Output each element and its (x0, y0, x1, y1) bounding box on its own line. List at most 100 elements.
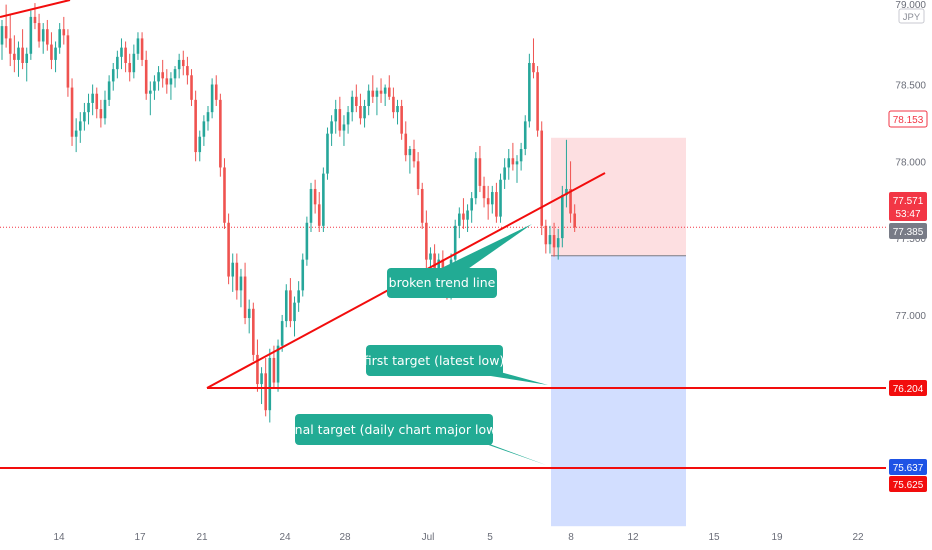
candle (503, 158, 506, 189)
candle (412, 139, 416, 168)
time-tick-label: 8 (568, 532, 574, 543)
candle (219, 93, 222, 177)
candle (552, 222, 556, 257)
candle (198, 130, 202, 162)
candle (252, 302, 255, 362)
candle (99, 99, 103, 128)
candle (375, 87, 379, 116)
candle (8, 13, 12, 67)
candle (169, 72, 173, 100)
candle (453, 219, 457, 266)
candle (111, 62, 115, 91)
candle (519, 142, 523, 171)
price-tag-first-target: 76.204 (889, 380, 927, 396)
candle (186, 56, 189, 85)
time-tick-label: Jul (422, 532, 435, 543)
candle (532, 38, 535, 79)
candle (247, 299, 251, 334)
candle (515, 155, 519, 183)
time-axis[interactable]: 14 17 21 24 28 Jul 5 8 12 15 19 22 (53, 532, 864, 543)
time-tick-label: 5 (487, 532, 493, 543)
price-tick-label: 78.500 (895, 80, 926, 91)
candle (181, 50, 185, 76)
note-final-target[interactable]: final target (daily chart major low) (287, 414, 546, 465)
candle (330, 115, 333, 146)
price-tick-label: 78.000 (895, 157, 926, 168)
candle (0, 19, 4, 60)
candle (313, 179, 317, 214)
candle (33, 3, 37, 30)
candle (482, 176, 486, 208)
candle (297, 281, 300, 312)
candle (95, 87, 99, 119)
candle (140, 32, 144, 67)
candle (289, 278, 292, 328)
price-tag-final-target-blue-text: 75.637 (893, 463, 924, 474)
candle (17, 41, 20, 77)
time-tick-label: 21 (196, 532, 208, 543)
price-tag-final-target-blue: 75.637 (889, 459, 927, 475)
candle (66, 29, 70, 97)
candle (334, 99, 338, 134)
candle (511, 142, 515, 171)
candle (486, 185, 490, 220)
candle (478, 145, 482, 193)
currency-label: JPY (903, 12, 921, 23)
candle (371, 75, 375, 103)
candle (466, 204, 469, 232)
candle (490, 185, 494, 214)
time-tick-label: 12 (627, 532, 639, 543)
candle (544, 219, 548, 254)
candle (132, 44, 136, 79)
candle (462, 198, 465, 229)
candle (355, 84, 358, 113)
price-tag-final-target-red-text: 75.625 (893, 480, 924, 491)
note-broken-trend-line[interactable]: broken trend line (387, 224, 532, 298)
candle (120, 38, 123, 70)
candle (367, 84, 370, 116)
candle (231, 253, 235, 292)
note-first-target[interactable]: first target (latest low) (364, 345, 548, 385)
candle (74, 118, 78, 153)
candle (458, 207, 461, 239)
price-axis[interactable]: 79.000 JPY 78.50078.00077.50077.00076.50… (888, 0, 928, 492)
candle (383, 84, 387, 107)
candle (293, 296, 296, 337)
candlestick-series (0, 3, 576, 423)
candle (157, 66, 160, 91)
candle (13, 35, 16, 73)
candle (50, 32, 53, 70)
candle (536, 66, 539, 137)
upper-trend-line[interactable] (0, 0, 71, 18)
note-broken-trend-line-text: broken trend line (389, 275, 496, 290)
price-tag-first-target-text: 76.204 (893, 384, 924, 395)
note-first-target-text: first target (latest low) (364, 353, 505, 368)
candle (190, 69, 193, 107)
time-tick-label: 28 (339, 532, 351, 543)
candle (177, 53, 181, 79)
candle (41, 23, 45, 54)
candle (46, 19, 49, 51)
candle (408, 145, 412, 174)
candle (556, 228, 560, 260)
candle (276, 339, 280, 392)
stop-loss-zone (551, 137, 686, 256)
candle (194, 90, 197, 162)
candle (420, 182, 424, 229)
candle (548, 225, 552, 254)
candle (540, 121, 544, 236)
price-tick-label: 77.000 (895, 311, 926, 322)
candle (149, 81, 152, 116)
candle (284, 284, 288, 328)
candle (124, 41, 127, 73)
candle (379, 78, 383, 103)
candle (495, 182, 498, 223)
candle (425, 210, 428, 269)
candle (4, 4, 8, 48)
candle (107, 75, 111, 107)
candle (214, 75, 218, 107)
price-tag-current: 77.571 53:47 (889, 192, 927, 221)
candle (62, 16, 66, 45)
price-tick-label: 77.500 (895, 234, 926, 245)
